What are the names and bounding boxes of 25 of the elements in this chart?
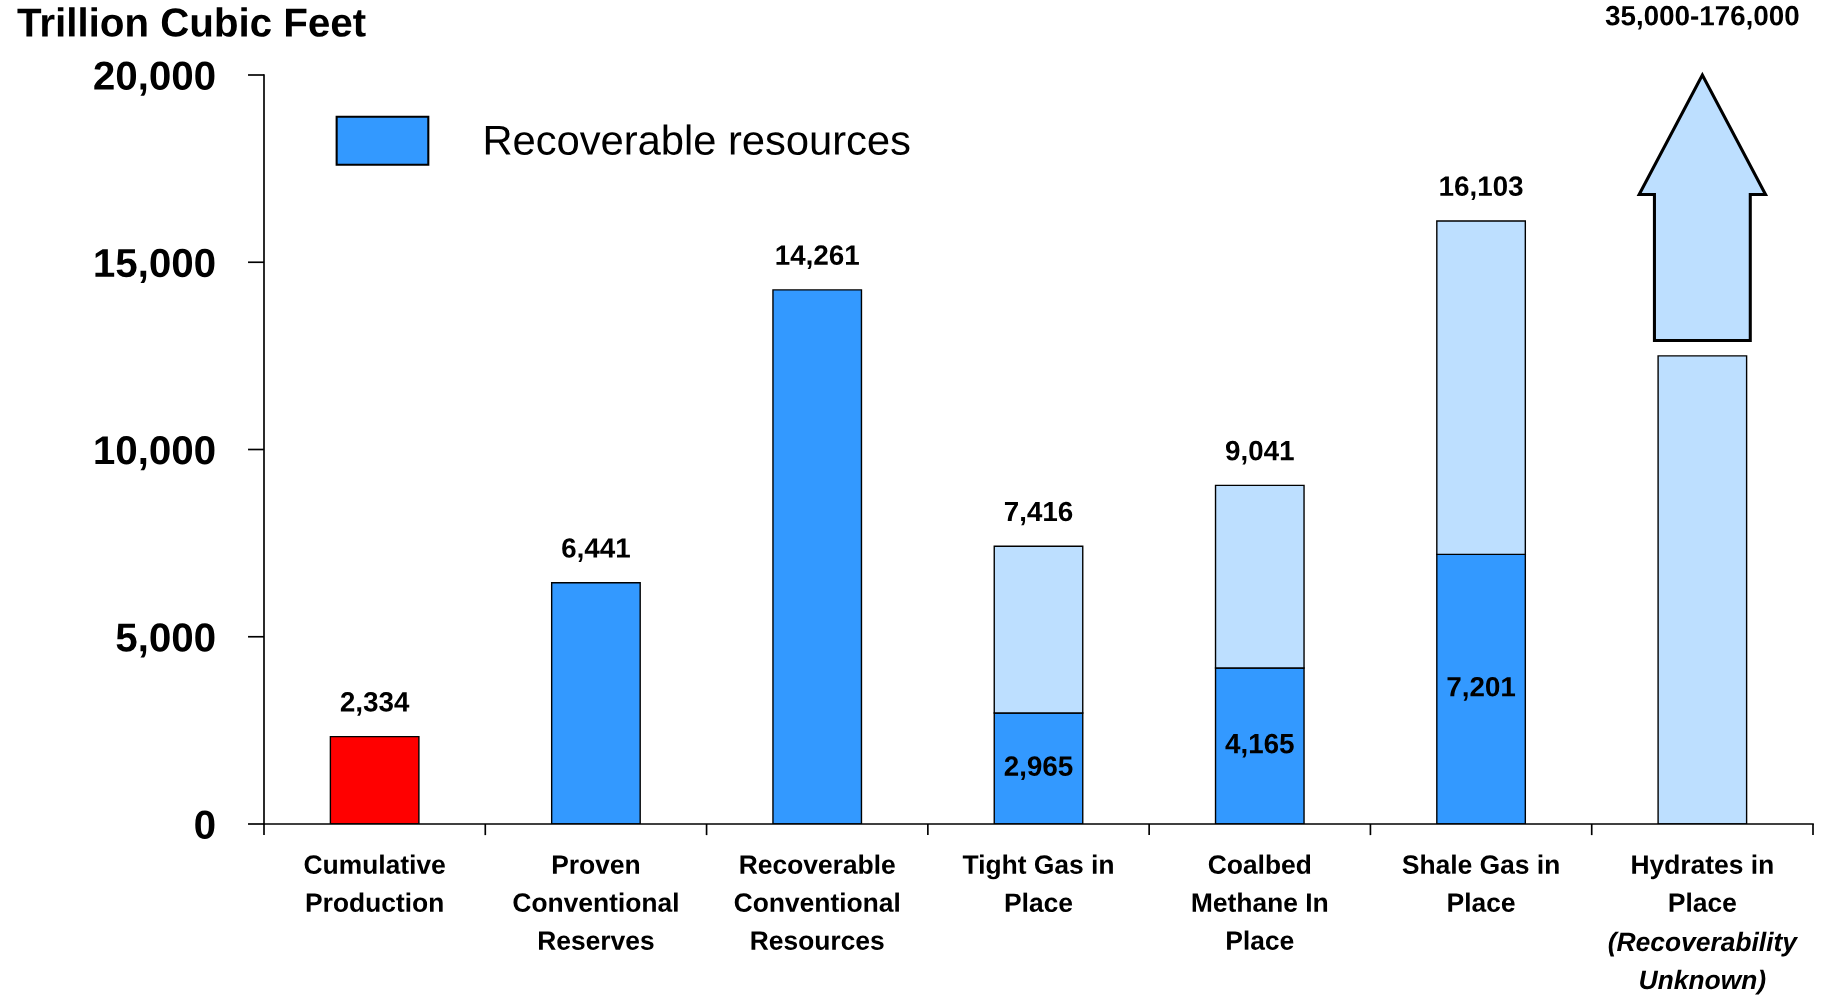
total-label: 6,441 (562, 538, 630, 562)
total-label: 16,103 (1440, 176, 1523, 201)
total-label: 2,334 (340, 691, 410, 716)
y-tick-label: 10,000 (95, 435, 215, 471)
legend-label: Recoverable resources (485, 124, 910, 155)
x-tick-label: Recoverable Conventional Resources (734, 854, 899, 950)
x-tick-label: Cumulative Production (304, 854, 445, 912)
data-label: 7,201 (1447, 676, 1516, 701)
x-tick-label: Coalbed Methane In Place (1192, 854, 1328, 950)
data-label: 2,965 (1004, 756, 1073, 780)
y-tick-label: 15,000 (95, 248, 215, 284)
y-tick-label: 0 (195, 810, 215, 839)
y-tick-label: 5,000 (116, 623, 215, 658)
y-axis-title: Trillion Cubic Feet (17, 7, 366, 37)
x-tick-label: Tight Gas in Place (962, 854, 1113, 913)
total-label: 7,416 (1004, 501, 1073, 526)
total-label: 9,041 (1226, 440, 1294, 465)
text: 35,000-176,000 (1605, 5, 1799, 30)
total-label: 14,261 (776, 245, 859, 270)
data-label: 4,165 (1225, 733, 1294, 758)
text: (Recoverability Unknown) (1608, 931, 1799, 995)
x-tick-label: Hydrates in Place (1632, 854, 1773, 912)
x-tick-label: Shale Gas in Place (1402, 854, 1559, 912)
y-tick-label: 20,000 (94, 61, 215, 96)
x-tick-label: Proven Conventional Reserves (513, 855, 678, 950)
